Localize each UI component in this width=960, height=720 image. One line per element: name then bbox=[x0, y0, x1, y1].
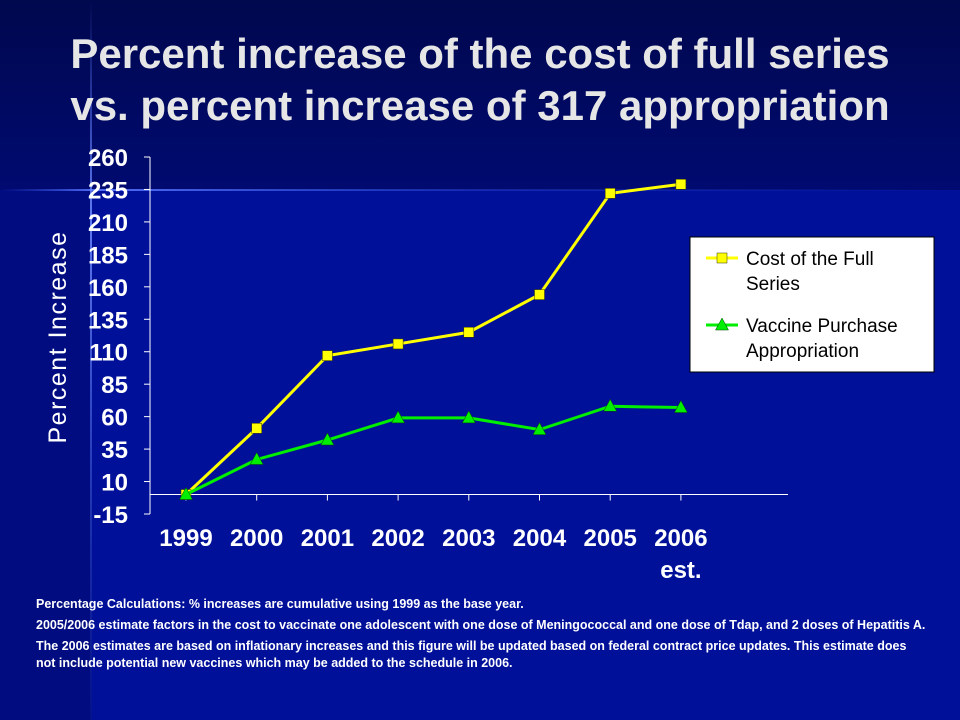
y-tick-label: 210 bbox=[88, 210, 128, 237]
footnote-1: Percentage Calculations: % increases are… bbox=[36, 597, 524, 611]
data-point bbox=[673, 400, 688, 413]
data-point bbox=[534, 289, 545, 300]
y-tick-label: 10 bbox=[101, 470, 128, 497]
y-tick-label: 185 bbox=[88, 242, 128, 269]
y-tick-label: 260 bbox=[88, 145, 128, 172]
x-tick-label: 2000 bbox=[230, 525, 283, 552]
data-point bbox=[320, 432, 335, 446]
legend-label: Appropriation bbox=[746, 341, 859, 362]
data-point bbox=[675, 179, 687, 190]
data-point bbox=[463, 327, 475, 338]
y-tick-label: 60 bbox=[101, 405, 128, 432]
legend-swatch-marker bbox=[716, 252, 728, 264]
data-point bbox=[179, 487, 193, 500]
data-point bbox=[604, 188, 616, 199]
legend-label: Vaccine Purchase bbox=[746, 316, 898, 337]
data-point bbox=[603, 398, 618, 412]
legend-label: Series bbox=[746, 274, 800, 295]
data-point bbox=[532, 422, 547, 435]
x-tick-label: 2005 bbox=[584, 525, 637, 552]
footnotes: Percentage Calculations: % increases are… bbox=[36, 596, 926, 676]
y-tick-label: 235 bbox=[88, 177, 128, 204]
line-chart: 260 235 210 185 160 135 110 85 60 35 10 -15 Percent … bbox=[44, 145, 935, 584]
y-tick-label: -15 bbox=[93, 502, 128, 529]
y-tick-label: 35 bbox=[101, 437, 128, 464]
x-tick-label: 2003 bbox=[442, 525, 495, 552]
chart-legend: Cost of the Full Series Vaccine Purchase Ap… bbox=[689, 236, 935, 373]
slide-title: Percent increase of the cost of full ser… bbox=[0, 28, 960, 132]
data-point bbox=[249, 451, 264, 465]
x-tick-label: 2006 bbox=[654, 525, 707, 552]
chart-series bbox=[179, 179, 688, 500]
footnote-2: 2005/2006 estimate factors in the cost t… bbox=[36, 618, 926, 632]
y-tick-label: 160 bbox=[88, 275, 128, 302]
data-point bbox=[391, 410, 406, 424]
data-point bbox=[251, 423, 262, 434]
x-tick-label: 2004 bbox=[513, 525, 567, 552]
x-tick-label: est. bbox=[660, 557, 701, 584]
title-line-2: vs. percent increase of 317 appropriatio… bbox=[70, 82, 890, 129]
series-line bbox=[184, 182, 682, 496]
y-tick-label: 135 bbox=[88, 307, 128, 334]
series-cost-full-series bbox=[180, 179, 687, 500]
data-point bbox=[461, 410, 476, 424]
x-tick-label: 1999 bbox=[159, 525, 212, 552]
data-point bbox=[322, 350, 333, 361]
legend-swatch-marker bbox=[715, 317, 729, 331]
y-axis-title: Percent Increase bbox=[44, 231, 72, 444]
data-point bbox=[392, 338, 404, 350]
chart-axes: 260 235 210 185 160 135 110 85 60 35 10 -15 Percent … bbox=[44, 145, 788, 584]
legend-label: Cost of the Full bbox=[746, 249, 874, 270]
x-tick-label: 2001 bbox=[301, 525, 354, 552]
series-vaccine-appropriation bbox=[179, 398, 688, 500]
x-tick-label: 2002 bbox=[371, 525, 424, 552]
series-line bbox=[185, 404, 681, 496]
y-tick-label: 85 bbox=[101, 372, 128, 399]
title-line-1: Percent increase of the cost of full ser… bbox=[70, 30, 890, 77]
footnote-3: The 2006 estimates are based on inflatio… bbox=[36, 639, 907, 670]
y-tick-label: 110 bbox=[89, 340, 128, 367]
